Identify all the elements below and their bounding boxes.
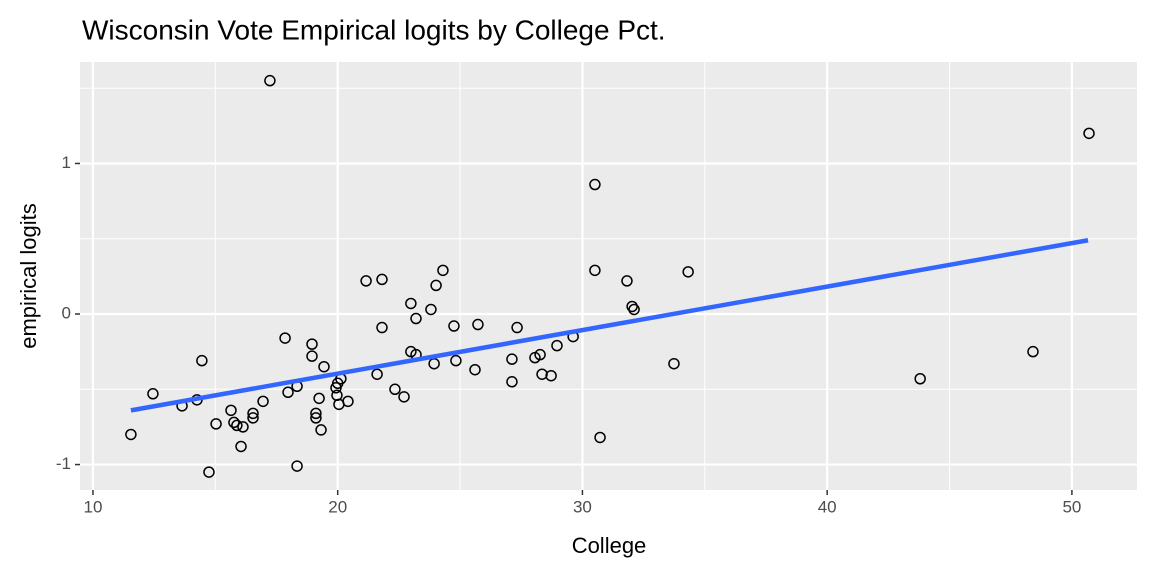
point (125, 428, 137, 441)
point (360, 275, 372, 287)
point (228, 416, 240, 429)
point (506, 353, 518, 365)
point (282, 386, 294, 399)
x-tick-label: 20 (328, 497, 347, 516)
point (237, 421, 249, 433)
point (231, 419, 243, 432)
point (371, 368, 383, 380)
point (545, 369, 557, 382)
point (264, 74, 276, 87)
point (225, 404, 237, 417)
point (682, 266, 694, 278)
point (306, 350, 318, 362)
point (196, 354, 208, 367)
point (430, 279, 442, 292)
point (405, 297, 417, 310)
point (257, 395, 269, 408)
x-tick-label: 30 (573, 497, 592, 516)
point (589, 264, 601, 277)
y-axis-title: empirical logits (16, 203, 41, 349)
point (318, 360, 330, 373)
chart-title: Wisconsin Vote Empirical logits by Colle… (82, 14, 666, 45)
x-tick-label: 50 (1062, 497, 1081, 516)
point (1083, 127, 1095, 140)
point (210, 418, 222, 430)
point (247, 407, 259, 420)
point (551, 339, 563, 352)
plot-panel (80, 62, 1137, 490)
y-tick-label: 0 (62, 303, 71, 322)
point (310, 412, 322, 424)
point (376, 321, 388, 334)
point (534, 348, 546, 361)
point (472, 318, 484, 331)
trend-line (130, 238, 1089, 413)
point (506, 376, 518, 388)
point (147, 388, 159, 400)
point (628, 303, 640, 316)
point (589, 178, 601, 191)
point (1027, 345, 1039, 358)
point (398, 391, 410, 403)
point (450, 354, 462, 367)
point (425, 303, 437, 316)
point (313, 392, 325, 405)
point (469, 363, 481, 376)
point (448, 320, 460, 332)
point (389, 383, 401, 396)
x-axis-title: College (572, 533, 647, 558)
point (594, 431, 606, 444)
x-tick-label: 10 (84, 497, 103, 516)
point (235, 440, 247, 453)
y-tick-label: 1 (62, 153, 71, 172)
point (410, 312, 422, 325)
point (437, 264, 449, 277)
point (291, 460, 303, 472)
point (279, 332, 291, 344)
point (306, 338, 318, 350)
point (621, 275, 633, 287)
y-tick-label: -1 (56, 454, 71, 473)
point (342, 395, 354, 408)
point (668, 357, 680, 370)
point (310, 407, 322, 420)
point (511, 321, 523, 334)
point (247, 412, 259, 424)
point (376, 273, 388, 286)
point (203, 466, 215, 478)
x-tick-label: 40 (818, 497, 837, 516)
point (914, 372, 926, 385)
point (315, 424, 327, 436)
